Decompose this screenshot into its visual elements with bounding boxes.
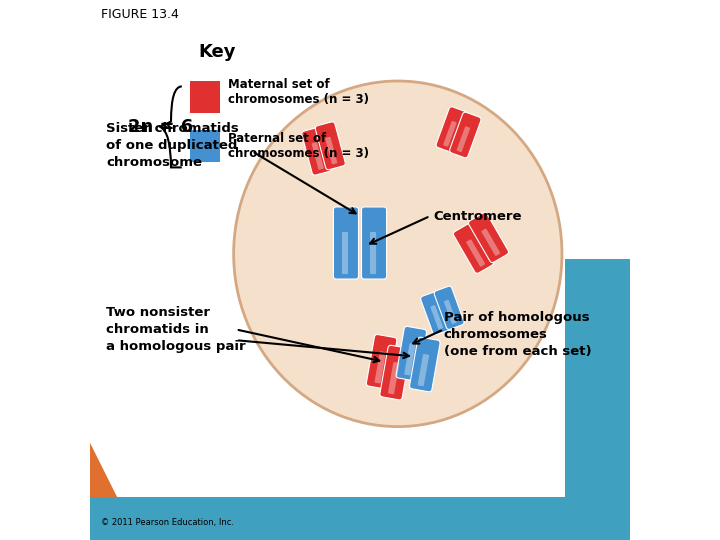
Text: Centromere: Centromere — [433, 210, 521, 222]
Text: Paternal set of
chromosomes (n = 3): Paternal set of chromosomes (n = 3) — [228, 132, 369, 160]
FancyBboxPatch shape — [366, 334, 397, 389]
Polygon shape — [565, 259, 630, 497]
Text: Maternal set of
chromosomes (n = 3): Maternal set of chromosomes (n = 3) — [228, 78, 369, 106]
FancyBboxPatch shape — [444, 121, 456, 147]
FancyBboxPatch shape — [431, 305, 443, 329]
FancyBboxPatch shape — [302, 127, 332, 175]
FancyBboxPatch shape — [482, 228, 500, 256]
Text: FIGURE 13.4: FIGURE 13.4 — [101, 8, 179, 21]
FancyBboxPatch shape — [190, 130, 220, 162]
Text: Sister chromatids
of one duplicated
chromosome: Sister chromatids of one duplicated chro… — [107, 122, 239, 170]
FancyBboxPatch shape — [410, 337, 440, 392]
Polygon shape — [90, 443, 138, 540]
FancyBboxPatch shape — [190, 81, 220, 113]
FancyBboxPatch shape — [467, 239, 485, 267]
FancyBboxPatch shape — [342, 232, 348, 274]
FancyBboxPatch shape — [325, 137, 337, 164]
FancyBboxPatch shape — [370, 232, 376, 274]
Text: © 2011 Pearson Education, Inc.: © 2011 Pearson Education, Inc. — [101, 517, 234, 526]
FancyBboxPatch shape — [374, 351, 386, 383]
FancyBboxPatch shape — [315, 122, 346, 170]
FancyBboxPatch shape — [396, 326, 426, 381]
FancyBboxPatch shape — [312, 142, 324, 170]
Text: Pair of homologous
chromosomes
(one from each set): Pair of homologous chromosomes (one from… — [444, 311, 591, 359]
FancyBboxPatch shape — [361, 207, 387, 279]
FancyBboxPatch shape — [469, 213, 508, 262]
FancyBboxPatch shape — [388, 362, 400, 394]
FancyBboxPatch shape — [456, 126, 470, 152]
FancyBboxPatch shape — [420, 292, 451, 335]
Text: Key: Key — [198, 43, 235, 61]
Text: 2n = 6: 2n = 6 — [128, 118, 193, 136]
FancyBboxPatch shape — [444, 300, 456, 324]
FancyBboxPatch shape — [434, 286, 464, 329]
FancyBboxPatch shape — [454, 224, 493, 273]
Polygon shape — [90, 497, 630, 540]
FancyBboxPatch shape — [449, 112, 481, 158]
FancyBboxPatch shape — [418, 354, 429, 386]
FancyBboxPatch shape — [436, 107, 467, 152]
Ellipse shape — [233, 81, 562, 427]
FancyBboxPatch shape — [404, 343, 415, 375]
Text: Two nonsister
chromatids in
a homologous pair: Two nonsister chromatids in a homologous… — [107, 306, 246, 353]
FancyBboxPatch shape — [380, 345, 410, 400]
FancyBboxPatch shape — [333, 207, 359, 279]
